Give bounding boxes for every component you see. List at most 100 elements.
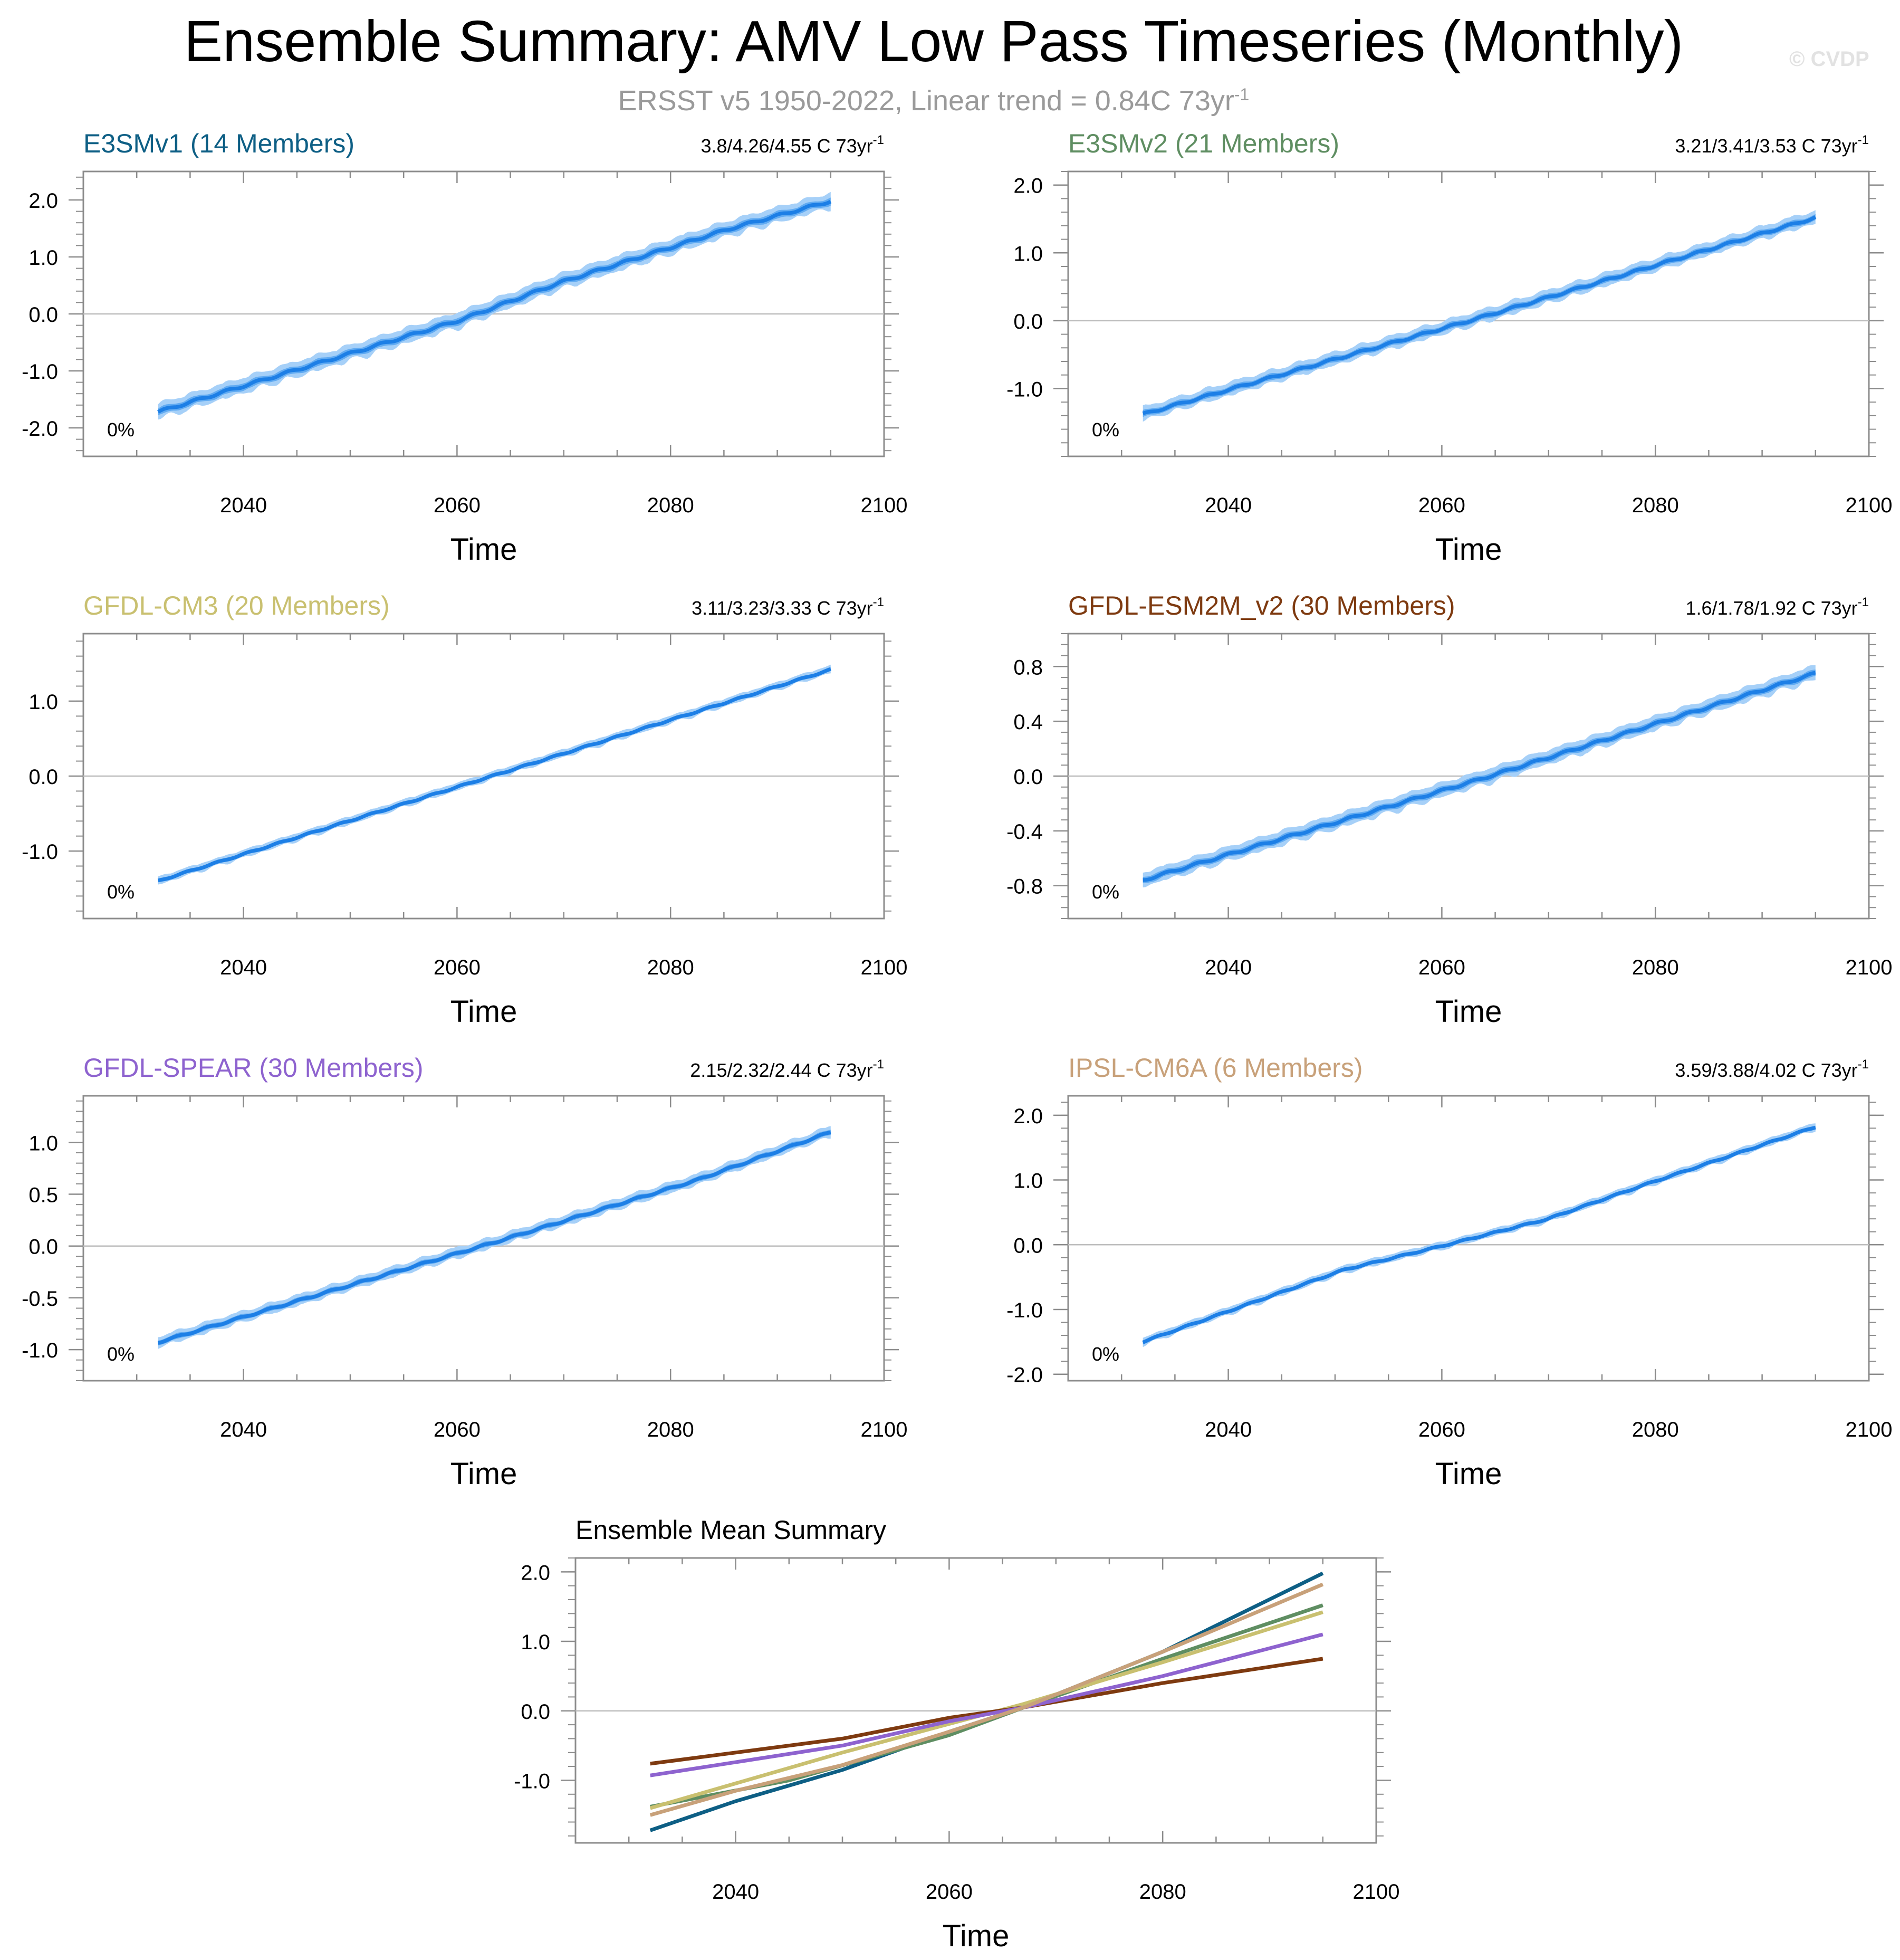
x-tick-label: 2040 [1205,494,1252,517]
x-axis-title: Time [1435,532,1502,567]
series-line-gfdl-spear [650,1632,1323,1777]
x-axis-title: Time [450,1457,517,1491]
x-tick-label: 2060 [1418,1418,1465,1441]
trend-superscript: -1 [873,133,884,147]
y-tick-label: -0.5 [22,1287,58,1311]
y-tick-label: 0.4 [1013,711,1043,734]
x-tick-label: 2060 [434,956,481,979]
x-tick-label: 2060 [434,1418,481,1441]
trend-superscript: -1 [1858,133,1869,147]
panel-gfdl-cm3: -1.0 0.0 1.0 2040 2060 2080 2100 Time GFDL-CM3 (… [22,591,907,1029]
x-tick-label: 2080 [1139,1880,1186,1904]
trend-label: 3.8/4.26/4.55 C 73yr-1 [700,133,884,157]
y-tick-label: 0.0 [1013,310,1043,333]
panel-title: E3SMv1 (14 Members) [83,129,354,158]
trend-value: 2.15/2.32/2.44 C 73yr [690,1059,872,1081]
x-tick-label: 2080 [647,1418,694,1441]
trend-superscript: -1 [873,595,884,609]
x-tick-label: 2080 [1632,956,1679,979]
y-tick-label: -1.0 [1006,378,1043,401]
y-tick-label: -1.0 [514,1770,550,1793]
y-tick-label: 2.0 [28,189,58,213]
y-tick-label: 1.0 [28,246,58,270]
x-tick-label: 2100 [861,956,908,979]
x-tick-label: 2060 [926,1880,973,1904]
y-tick-label: 0.0 [28,766,58,789]
x-tick-label: 2040 [712,1880,759,1904]
x-tick-label: 2040 [220,494,267,517]
panel-title: GFDL-ESM2M_v2 (30 Members) [1068,591,1455,620]
x-tick-label: 2100 [861,494,908,517]
panel-title: GFDL-CM3 (20 Members) [83,591,390,620]
ensemble-mean-line [157,199,832,414]
percent-label: 0% [107,1343,135,1365]
x-tick-label: 2080 [647,956,694,979]
percent-label: 0% [107,881,135,903]
trend-superscript: -1 [1858,595,1869,609]
y-tick-label: -0.8 [1006,875,1043,898]
panel-title: E3SMv2 (21 Members) [1068,129,1339,158]
trend-value: 1.6/1.78/1.92 C 73yr [1685,597,1857,619]
x-axis-title: Time [450,532,517,567]
panel-gfdl-esm2m-v2: -0.8 -0.4 0.0 0.4 0.8 2040 2060 2080 2100 Time GFD… [1006,591,1892,1029]
trend-label: 3.11/3.23/3.33 C 73yr-1 [692,595,884,619]
trend-label: 3.21/3.41/3.53 C 73yr-1 [1675,133,1869,157]
x-tick-label: 2060 [434,494,481,517]
series-line-gfdl-cm3 [649,1610,1323,1810]
subtitle-superscript: -1 [1234,85,1250,104]
percent-label: 0% [1092,419,1119,441]
x-tick-label: 2080 [647,494,694,517]
panel-ipsl-cm6a: -2.0 -1.0 0.0 1.0 2.0 2040 2060 2080 2100 Time IPS… [1006,1053,1892,1491]
x-axis-title: Time [943,1919,1010,1953]
trend-superscript: -1 [873,1057,884,1072]
trend-value: 3.11/3.23/3.33 C 73yr [692,597,873,619]
x-tick-label: 2100 [1846,494,1893,517]
y-tick-label: 0.0 [521,1700,550,1724]
subtitle-text: ERSST v5 1950-2022, Linear trend = 0.84C… [618,85,1234,117]
x-tick-label: 2080 [1632,1418,1679,1441]
y-tick-label: 1.0 [1013,1170,1043,1193]
trend-label: 3.59/3.88/4.02 C 73yr-1 [1675,1057,1869,1081]
x-tick-label: 2100 [1353,1880,1400,1904]
percent-label: 0% [1092,881,1119,903]
y-tick-label: -1.0 [1006,1299,1043,1322]
ensemble-mean-line [157,1130,831,1345]
x-axis-title: Time [450,995,517,1029]
trend-value: 3.59/3.88/4.02 C 73yr [1675,1059,1857,1081]
y-tick-label: 2.0 [1013,1105,1043,1128]
x-tick-label: 2040 [220,956,267,979]
trend-label: 2.15/2.32/2.44 C 73yr-1 [690,1057,884,1081]
y-tick-label: 1.0 [28,691,58,714]
page-title: Ensemble Summary: AMV Low Pass Timeserie… [184,9,1684,74]
y-tick-label: -1.0 [22,840,58,864]
page-subtitle: ERSST v5 1950-2022, Linear trend = 0.84C… [0,77,1867,118]
x-axis-title: Time [1435,1457,1502,1491]
percent-label: 0% [107,419,135,441]
y-tick-label: 0.5 [28,1184,58,1207]
x-tick-label: 2060 [1418,494,1465,517]
x-tick-label: 2100 [1846,1418,1893,1441]
y-tick-label: 2.0 [1013,175,1043,198]
x-tick-label: 2060 [1418,956,1465,979]
y-tick-label: 1.0 [521,1631,550,1654]
x-tick-label: 2040 [1205,1418,1252,1441]
panel-e3smv2: -1.0 0.0 1.0 2.0 2040 2060 2080 2100 Time E3SMv2 … [1006,129,1892,567]
panel-gfdl-spear: -1.0 -0.5 0.0 0.5 1.0 2040 2060 2080 2100 Time GFD… [22,1053,907,1491]
x-tick-label: 2040 [1205,956,1252,979]
panel-title: IPSL-CM6A (6 Members) [1068,1053,1362,1083]
x-tick-label: 2080 [1632,494,1679,517]
y-tick-label: 0.0 [1013,766,1043,789]
y-tick-label: -1.0 [22,1339,58,1362]
ensemble-mean-line [1142,1125,1816,1344]
panel-title: GFDL-SPEAR (30 Members) [83,1053,424,1083]
trend-superscript: -1 [1858,1057,1869,1072]
ensemble-mean-line [1143,671,1816,882]
trend-value: 3.21/3.41/3.53 C 73yr [1675,135,1857,157]
panel-title: Ensemble Mean Summary [575,1515,886,1545]
x-axis-title: Time [1435,995,1502,1029]
y-tick-label: 0.8 [1013,656,1043,679]
y-tick-label: -0.4 [1006,820,1043,844]
y-tick-label: 0.0 [1013,1234,1043,1257]
x-tick-label: 2100 [861,1418,908,1441]
